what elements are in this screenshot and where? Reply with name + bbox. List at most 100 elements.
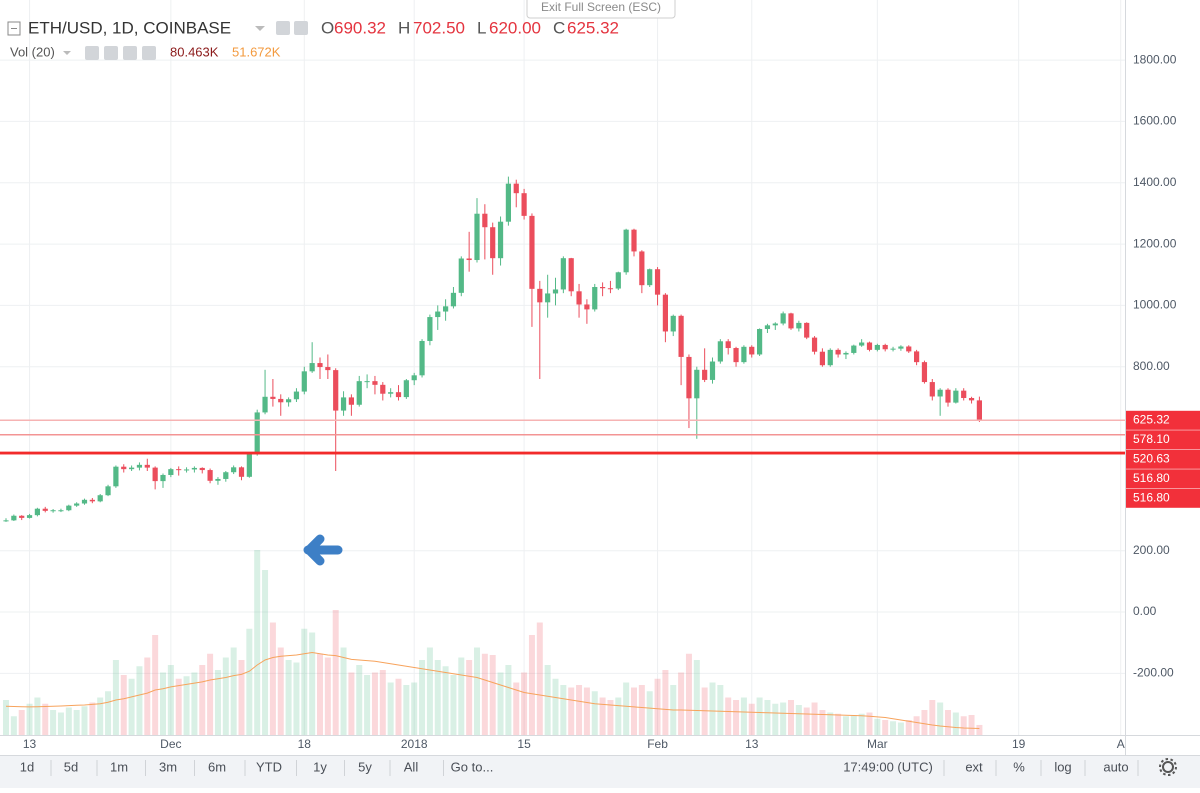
- y-tick-label: 1000.00: [1133, 298, 1177, 312]
- candle-body: [819, 351, 825, 366]
- volume-bar: [450, 675, 457, 735]
- volume-bar: [387, 682, 394, 735]
- toolbar-button[interactable]: ext: [965, 759, 983, 774]
- volume-dropdown[interactable]: [63, 51, 71, 55]
- exit-fullscreen-button[interactable]: [526, 0, 676, 19]
- price-tag: [1126, 410, 1200, 430]
- toolbar-items: 1d 5d 1m 3m 6m YTD 1y 5y All Go to... 17:49:00 (UT…: [20, 759, 1139, 776]
- ohlc-value: 702.50: [413, 18, 465, 37]
- toolbar-button[interactable]: auto: [1103, 759, 1128, 774]
- price-line-layer: [0, 419, 1125, 455]
- y-tick-label: 1600.00: [1133, 114, 1177, 128]
- toolbar-button[interactable]: Go to...: [451, 759, 494, 774]
- volume-bar: [175, 678, 182, 735]
- toolbar-button[interactable]: 1m: [110, 759, 128, 774]
- volume-bar: [42, 703, 49, 735]
- volume-bar: [858, 713, 865, 735]
- y-tick-label: 800.00: [1133, 359, 1170, 373]
- volume-bar: [120, 675, 127, 735]
- symbol-dropdown[interactable]: [255, 26, 265, 31]
- volume-bar: [764, 700, 771, 735]
- toolbar-button[interactable]: All: [404, 759, 419, 774]
- toolbar-button[interactable]: 5d: [64, 759, 78, 774]
- toolbar-button[interactable]: log: [1054, 759, 1071, 774]
- grid-layer: [0, 0, 1125, 735]
- candle-body: [576, 291, 582, 305]
- candle-body: [788, 313, 794, 329]
- candle-body: [654, 269, 661, 295]
- volume-bar: [521, 672, 528, 735]
- toolbar-button[interactable]: 6m: [208, 759, 226, 774]
- volume-bar: [442, 666, 449, 735]
- toolbar-button[interactable]: YTD: [256, 759, 282, 774]
- exit-fullscreen-label: Exit Full Screen (ESC): [541, 0, 661, 14]
- volume-ma-value: 51.672K: [232, 44, 281, 59]
- x-tick-label: Mar: [867, 737, 888, 751]
- candle-body: [639, 251, 645, 286]
- candle-body: [906, 346, 912, 352]
- x-tick-label: 2018: [401, 737, 428, 751]
- volume-bar: [976, 724, 983, 735]
- volume-bar: [536, 622, 543, 735]
- x-tick-label: 19: [1012, 737, 1026, 751]
- candle-body: [152, 467, 158, 482]
- candle-body: [662, 294, 668, 332]
- toolbar-button[interactable]: %: [1013, 759, 1025, 774]
- settings-icon[interactable]: [104, 46, 118, 60]
- candle-body: [113, 466, 119, 487]
- candle-body: [348, 397, 354, 405]
- candle-body: [929, 382, 935, 397]
- volume-bar: [748, 703, 755, 735]
- candle-body: [372, 381, 378, 385]
- add-icon[interactable]: [123, 46, 137, 60]
- candle-body: [254, 412, 260, 455]
- volume-bar: [897, 722, 904, 735]
- price-tag: [1126, 430, 1200, 450]
- candle-body: [317, 363, 323, 368]
- candle-body: [395, 392, 402, 398]
- candle-body: [780, 313, 786, 324]
- volume-bar: [301, 628, 308, 735]
- eye-icon[interactable]: [276, 21, 290, 35]
- volume-bar: [356, 665, 363, 735]
- toolbar-button[interactable]: 3m: [159, 759, 177, 774]
- volume-bar: [733, 700, 740, 735]
- candle-body: [898, 346, 904, 349]
- candle-body: [702, 369, 708, 380]
- candle-body: [937, 389, 943, 397]
- candle-body: [58, 510, 64, 512]
- candle-body: [882, 344, 888, 350]
- toolbar-button[interactable]: 1y: [313, 759, 327, 774]
- volume-bar: [340, 647, 347, 735]
- volume-bar: [10, 716, 17, 735]
- volume-bar: [26, 703, 33, 735]
- volume-bar: [3, 700, 9, 735]
- volume-bar: [199, 665, 206, 735]
- settings-gear[interactable]: [1162, 761, 1174, 773]
- candle-body: [443, 306, 449, 312]
- volume-bar: [795, 705, 802, 735]
- candle-body: [435, 311, 441, 318]
- candle-body: [144, 464, 150, 468]
- volume-bar: [803, 707, 810, 735]
- volume-bar: [112, 660, 119, 735]
- eye-icon[interactable]: [85, 46, 99, 60]
- volume-bar: [968, 715, 975, 735]
- collapse-icon[interactable]: [7, 21, 21, 36]
- ohlc-key: L: [477, 18, 486, 37]
- toolbar-button[interactable]: 1d: [20, 759, 34, 774]
- remove-icon[interactable]: [142, 46, 156, 60]
- toolbar-button[interactable]: 5y: [358, 759, 372, 774]
- candle-body: [976, 400, 982, 421]
- volume-bar: [890, 721, 897, 735]
- settings-icon[interactable]: [294, 21, 308, 35]
- candle-body: [3, 520, 9, 522]
- candle-body: [811, 337, 818, 352]
- axis-layer: -200.00 0.00 200.00 800.00 1000.00 1200.00 140…: [23, 52, 1177, 751]
- candle-body: [42, 508, 48, 511]
- volume-title: Vol (20): [10, 44, 55, 59]
- candle-body: [191, 467, 197, 470]
- candle-body: [199, 467, 205, 471]
- volume-bar: [568, 687, 575, 735]
